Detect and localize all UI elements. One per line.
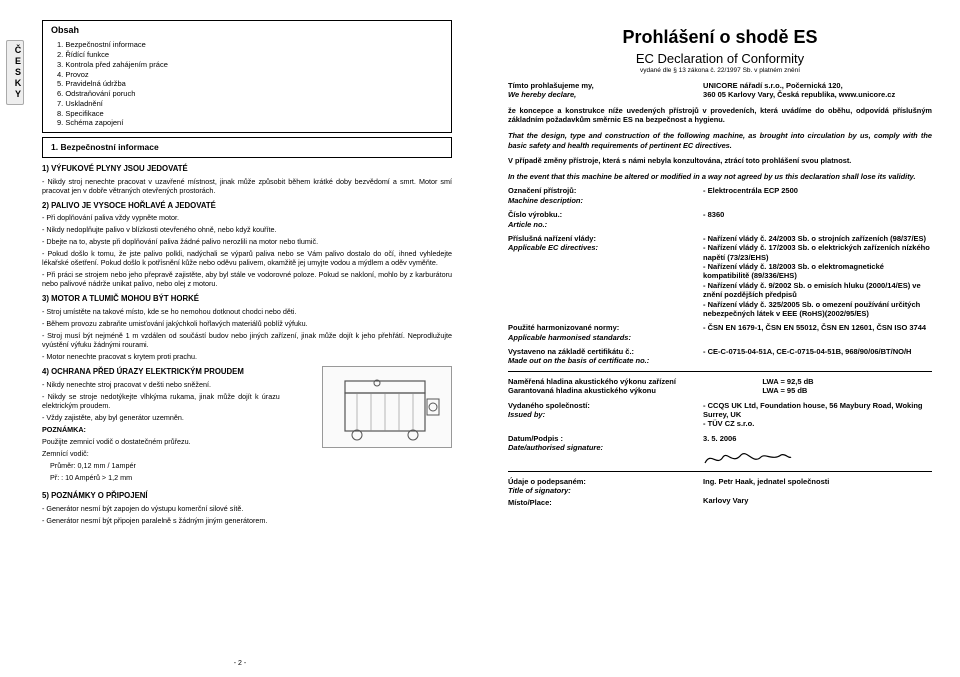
company-addr1: UNICORE nářadí s.r.o., Počernická 120, xyxy=(703,81,932,90)
para-4b: - Nikdy se stroje nedotýkejte vlhkýma ru… xyxy=(42,392,280,410)
issued-by-en: Issued by: xyxy=(508,410,703,419)
standards-en: Applicable harmonised standards: xyxy=(508,333,703,342)
toc-item: 2. Řídící funkce xyxy=(57,50,443,60)
guaranteed-noise-label: Garantovaná hladina akustického výkonu xyxy=(508,386,762,395)
machine-desc-val: - Elektrocentrála ECP 2500 xyxy=(703,186,932,205)
directives-cz: Příslušná nařízení vlády: xyxy=(508,234,703,243)
sub-1: 1) VÝFUKOVÉ PLYNY JSOU JEDOVATÉ xyxy=(42,164,452,174)
measured-noise-val: LWA = 92,5 dB xyxy=(762,377,932,386)
page-number: - 2 - xyxy=(234,660,246,669)
declaration-title: Prohlášení o shodě ES xyxy=(508,26,932,49)
language-tab: ČESKY xyxy=(6,40,24,105)
place-val: Karlovy Vary xyxy=(703,496,932,505)
decl-p1: že koncepce a konstrukce níže uvedených … xyxy=(508,106,932,125)
sub-5: 5) POZNÁMKY O PŘIPOJENÍ xyxy=(42,491,452,501)
para-4note-h: POZNÁMKA: xyxy=(42,425,280,434)
measured-noise-label: Naměřená hladina akustického výkonu zaří… xyxy=(508,377,762,386)
issued-by-cz: Vydaného společností: xyxy=(508,401,703,410)
article-no-cz: Číslo výrobku.: xyxy=(508,210,703,219)
para-3a: - Stroj umístěte na takové místo, kde se… xyxy=(42,307,452,316)
para-3b: - Během provozu zabraňte umisťování jaký… xyxy=(42,319,452,328)
toc-item: 5. Pravidelná údržba xyxy=(57,79,443,89)
date-en: Date/authorised signature: xyxy=(508,443,703,452)
left-content: Obsah 1. Bezpečnostní informace 2. Řídíc… xyxy=(42,20,452,525)
para-3c: - Stroj musí být nejméně 1 m vzdálen od … xyxy=(42,331,452,349)
toc-item: 6. Odstraňování poruch xyxy=(57,89,443,99)
para-2b: - Nikdy nedoplňujte palivo v blízkosti o… xyxy=(42,225,452,234)
we-declare-cz: Tímto prohlašujeme my, xyxy=(508,81,703,90)
para-4note: Použijte zemnicí vodič o dostatečném prů… xyxy=(42,437,280,446)
toc-item: 1. Bezpečnostní informace xyxy=(57,40,443,50)
para-2c: - Dbejte na to, abyste při doplňování pa… xyxy=(42,237,452,246)
we-declare-en: We hereby declare, xyxy=(508,90,703,99)
para-2a: - Při doplňování paliva vždy vypněte mot… xyxy=(42,213,452,222)
para-4note2: Zemnící vodič: xyxy=(42,449,280,458)
date-cz: Datum/Podpis : xyxy=(508,434,703,443)
section1-heading-box: 1. Bezpečnostní informace xyxy=(42,137,452,158)
para-2e: - Při práci se strojem nebo jeho přeprav… xyxy=(42,270,452,288)
row-date-sig: Datum/Podpis : Date/authorised signature… xyxy=(508,434,932,471)
para-4note3: Průměr: 0,12 mm / 1ampér xyxy=(50,461,288,470)
declaration-small: vydané dle § 13 zákona č. 22/1997 Sb. v … xyxy=(508,67,932,75)
date-val: 3. 5. 2006 xyxy=(703,434,932,443)
sub-2: 2) PALIVO JE VYSOCE HOŘLAVÉ A JEDOVATÉ xyxy=(42,201,452,211)
standards-val: - ČSN EN 1679-1, ČSN EN 55012, ČSN EN 12… xyxy=(703,323,932,342)
cert-val: - CE-C-0715-04-51A, CE-C-0715-04-51B, 96… xyxy=(703,347,932,366)
para-2d: - Pokud došlo k tomu, že jste palivo pol… xyxy=(42,249,452,267)
para-4a: - Nikdy nenechte stroj pracovat v dešti … xyxy=(42,380,280,389)
page-left: ČESKY Obsah 1. Bezpečnostní informace 2.… xyxy=(0,0,480,677)
standards-cz: Použité harmonizované normy: xyxy=(508,323,703,332)
guaranteed-noise-val: LWA = 95 dB xyxy=(762,386,932,395)
toc-item: 7. Uskladnění xyxy=(57,99,443,109)
generator-illustration xyxy=(322,366,452,448)
declaration-subtitle: EC Declaration of Conformity xyxy=(508,51,932,67)
toc-list: 1. Bezpečnostní informace 2. Řídící funk… xyxy=(57,40,443,128)
toc-title: Obsah xyxy=(51,25,443,36)
directives-val: - Nařízení vlády č. 24/2003 Sb. o strojn… xyxy=(703,234,932,318)
declarer-row: Tímto prohlašujeme my, We hereby declare… xyxy=(508,81,932,100)
cert-cz: Vystaveno na základě certifikátu č.: xyxy=(508,347,703,356)
decl-p1i: That the design, type and construction o… xyxy=(508,131,932,150)
sub-3: 3) MOTOR A TLUMIČ MOHOU BÝT HORKÉ xyxy=(42,294,452,304)
article-no-en: Article no.: xyxy=(508,220,703,229)
para-4c: - Vždy zajistěte, aby byl generátor uzem… xyxy=(42,413,280,422)
signatory-cz: Údaje o podepsaném: xyxy=(508,477,703,486)
signature-icon xyxy=(703,447,932,471)
decl-p2: V případě změny přístroje, která s námi … xyxy=(508,156,932,166)
toc-item: 4. Provoz xyxy=(57,70,443,80)
directives-en: Applicable EC directives: xyxy=(508,243,703,252)
row-certificate: Vystaveno na základě certifikátu č.: Mad… xyxy=(508,347,932,366)
row-machine-desc: Označení přístrojů: Machine description:… xyxy=(508,186,932,205)
toc-item: 3. Kontrola před zahájením práce xyxy=(57,60,443,70)
para-5a: - Generátor nesmí být zapojen do výstupu… xyxy=(42,504,280,513)
section1-heading: 1. Bezpečnostní informace xyxy=(51,142,159,152)
cert-en: Made out on the basis of certificate no.… xyxy=(508,356,703,365)
row-directives: Příslušná nařízení vlády: Applicable EC … xyxy=(508,234,932,318)
row-signatory: Údaje o podepsaném: Title of signatory: … xyxy=(508,477,932,507)
toc-item: 8. Specifikace xyxy=(57,109,443,119)
signatory-val: Ing. Petr Haak, jednatel společnosti xyxy=(703,477,932,486)
company-addr2: 360 05 Karlovy Vary, Česká republika, ww… xyxy=(703,90,932,99)
para-4note4: Př: : 10 Ampérů > 1,2 mm xyxy=(50,473,288,482)
toc-box: Obsah 1. Bezpečnostní informace 2. Řídíc… xyxy=(42,20,452,133)
machine-desc-en: Machine description: xyxy=(508,196,703,205)
article-no-val: - 8360 xyxy=(703,210,932,229)
row-article-no: Číslo výrobku.: Article no.: - 8360 xyxy=(508,210,932,229)
place-label: Místo/Place: xyxy=(508,498,703,507)
signatory-en: Title of signatory: xyxy=(508,486,703,495)
row-issued-by: Vydaného společností: Issued by: - CCQS … xyxy=(508,401,932,429)
para-5b: - Generátor nesmí být připojen paralelně… xyxy=(42,516,280,525)
para-1: - Nikdy stroj nenechte pracovat v uzavře… xyxy=(42,177,452,195)
decl-p2i: In the event that this machine be altere… xyxy=(508,172,932,182)
page-right: Prohlášení o shodě ES EC Declaration of … xyxy=(480,0,960,677)
row-standards: Použité harmonizované normy: Applicable … xyxy=(508,323,932,342)
para-3d: - Motor nenechte pracovat s krytem proti… xyxy=(42,352,452,361)
row-noise: Naměřená hladina akustického výkonu zaří… xyxy=(508,377,932,396)
toc-item: 9. Schéma zapojení xyxy=(57,118,443,128)
issued-by-val: - CCQS UK Ltd, Foundation house, 56 Mayb… xyxy=(703,401,932,429)
machine-desc-cz: Označení přístrojů: xyxy=(508,186,703,195)
